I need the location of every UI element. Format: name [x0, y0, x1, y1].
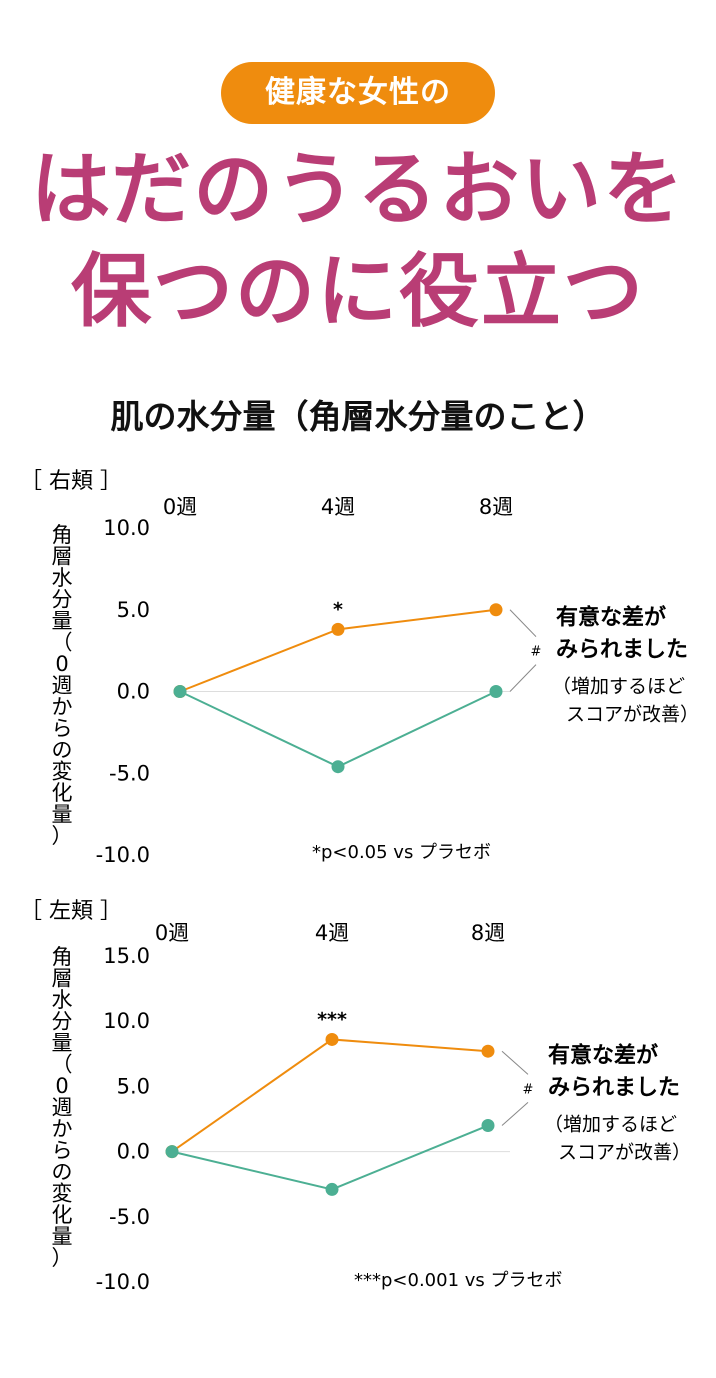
data-point-series-2: [173, 685, 187, 698]
data-point-series-2: [165, 1145, 179, 1159]
y-tick-label: 15.0: [103, 944, 150, 968]
y-tick-label: 10.0: [103, 1009, 150, 1033]
significance-mark-8w: #: [531, 645, 542, 660]
y-tick-label: 5.0: [117, 598, 150, 622]
significance-mark-4w: ***: [317, 1008, 347, 1030]
annotation-line-3: （増加するほど: [544, 1113, 677, 1135]
data-point-series-2: [325, 1182, 339, 1196]
series-line-2: [179, 690, 497, 768]
chart-section-title: 肌の水分量（角層水分量のこと）: [110, 397, 606, 436]
headline-line-2: 保つのに役立つ: [71, 245, 645, 338]
annotation-line-4: スコアが改善）: [558, 1141, 691, 1163]
x-category-label: 8週: [471, 921, 505, 945]
headline-line-1: はだのうるおいを: [30, 143, 686, 236]
annotation-line-3: （増加するほど: [552, 676, 685, 698]
series-line-1: [171, 1038, 489, 1153]
y-axis-label: 角層水分量（ 0 週からの変化量）: [52, 945, 73, 1270]
data-point-series-1: [325, 1032, 339, 1046]
data-point-series-1: [489, 603, 503, 617]
bracket-line-top: [509, 609, 537, 637]
significance-mark-4w: *: [333, 598, 343, 620]
y-tick-label: 0.0: [117, 680, 150, 704]
annotation-line-4: スコアが改善）: [566, 704, 699, 726]
subtitle-badge: 健康な女性の: [221, 62, 495, 124]
annotation-line-1: 有意な差が: [548, 1042, 658, 1068]
y-tick-label: 0.0: [117, 1140, 150, 1164]
y-axis-label: 角層水分量（ 0 週からの変化量）: [52, 523, 73, 848]
x-category-label: 0週: [155, 921, 189, 945]
bracket-line-bottom: [501, 1101, 529, 1126]
y-tick-label: -5.0: [109, 761, 150, 785]
footnote: *p<0.05 vs プラセボ: [312, 842, 491, 863]
annotation-line-1: 有意な差が: [556, 605, 666, 631]
series-line-1: [179, 608, 497, 693]
data-point-series-1: [481, 1044, 495, 1058]
x-category-label: 4週: [321, 495, 355, 519]
footnote: ***p<0.001 vs プラセボ: [354, 1270, 563, 1291]
data-point-series-2: [331, 760, 345, 774]
data-point-series-2: [481, 1119, 495, 1133]
x-category-label: 8週: [479, 495, 513, 519]
panel-label: ［ 左頬 ］: [20, 899, 122, 924]
x-category-label: 0週: [163, 495, 197, 519]
bracket-line-bottom: [509, 664, 537, 692]
annotation-line-2: みられました: [548, 1075, 680, 1100]
data-point-series-2: [489, 685, 503, 698]
y-tick-label: 5.0: [117, 1074, 150, 1098]
bracket-line-top: [501, 1050, 529, 1075]
series-line-2: [171, 1124, 489, 1191]
x-category-label: 4週: [315, 921, 349, 945]
y-tick-label: -10.0: [96, 1270, 150, 1294]
annotation-line-2: みられました: [556, 638, 688, 663]
y-tick-label: 10.0: [103, 516, 150, 540]
y-tick-label: -5.0: [109, 1205, 150, 1229]
panel-label: ［ 右頬 ］: [20, 469, 122, 494]
data-point-series-1: [331, 622, 345, 636]
significance-mark-8w: #: [523, 1082, 534, 1097]
y-tick-label: -10.0: [96, 843, 150, 867]
